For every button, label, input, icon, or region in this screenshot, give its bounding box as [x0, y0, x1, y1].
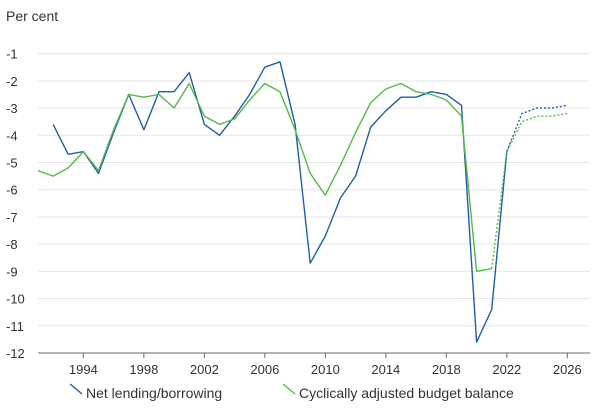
- y-tick-label: -1: [6, 47, 18, 62]
- legend: Net lending/borrowing Cyclically adjuste…: [69, 383, 514, 401]
- legend-swatch-net-lending: [69, 383, 83, 395]
- y-tick-label: -10: [6, 292, 25, 307]
- series-projection-0: [506, 104, 568, 152]
- x-tick-label: 2014: [371, 362, 400, 377]
- legend-label-net-lending: Net lending/borrowing: [86, 385, 222, 401]
- x-axis-ticks: 1994 1998 2002 2006 2010 2014 2018 2022 2026: [69, 353, 582, 377]
- y-tick-label: -2: [6, 74, 18, 89]
- legend-swatch-cyclically-adjusted: [282, 383, 296, 395]
- series-line-1: [37, 82, 492, 272]
- y-tick-label: -12: [6, 346, 25, 361]
- legend-label-cyclically-adjusted: Cyclically adjusted budget balance: [299, 385, 514, 401]
- y-tick-label: -11: [6, 319, 24, 334]
- series-line-0: [52, 61, 508, 343]
- y-axis-ticks: -1 -2 -3 -4 -5 -6 -7 -8 -9 -10 -11 -12: [6, 47, 25, 361]
- x-tick-label: 2018: [432, 362, 461, 377]
- y-axis-title: Per cent: [6, 8, 58, 24]
- gridlines: [38, 53, 590, 327]
- y-tick-label: -5: [6, 155, 18, 170]
- y-tick-label: -8: [6, 237, 18, 252]
- y-tick-label: -6: [6, 183, 18, 198]
- x-tick-label: 2010: [311, 362, 340, 377]
- x-tick-label: 2002: [190, 362, 219, 377]
- x-tick-label: 1998: [129, 362, 158, 377]
- x-tick-label: 2022: [492, 362, 521, 377]
- y-tick-label: -3: [6, 101, 18, 116]
- series-lines: [37, 61, 568, 343]
- y-tick-label: -9: [6, 264, 18, 279]
- series-projection-1: [491, 112, 568, 269]
- x-tick-label: 1994: [69, 362, 98, 377]
- y-tick-label: -4: [6, 128, 18, 143]
- x-tick-label: 2006: [250, 362, 279, 377]
- x-tick-label: 2026: [553, 362, 582, 377]
- y-tick-label: -7: [6, 210, 18, 225]
